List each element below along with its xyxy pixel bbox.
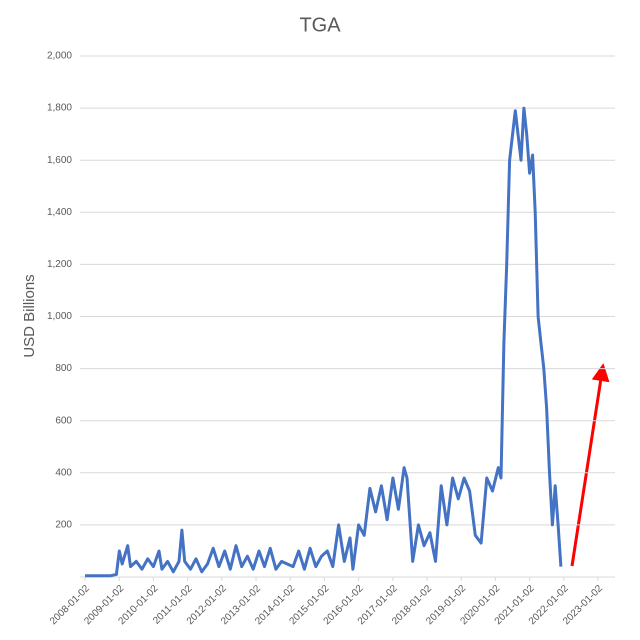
annotation-arrow xyxy=(570,363,610,567)
y-tick-label: 1,200 xyxy=(47,259,72,270)
y-axis-title: USD Billions xyxy=(21,274,38,357)
chart-title: TGA xyxy=(299,14,341,36)
y-tick-label: 600 xyxy=(55,415,72,426)
y-tick-label: 800 xyxy=(55,363,72,374)
y-tick-label: 200 xyxy=(55,520,72,531)
y-tick-label: 1,600 xyxy=(47,155,72,166)
data-line xyxy=(85,106,563,578)
y-tick-label: 1,400 xyxy=(47,207,72,218)
y-tick-label: 1,800 xyxy=(47,103,72,114)
y-tick-label: 1,000 xyxy=(47,311,72,322)
y-tick-label: 2,000 xyxy=(47,51,72,62)
y-tick-label: 400 xyxy=(55,467,72,478)
